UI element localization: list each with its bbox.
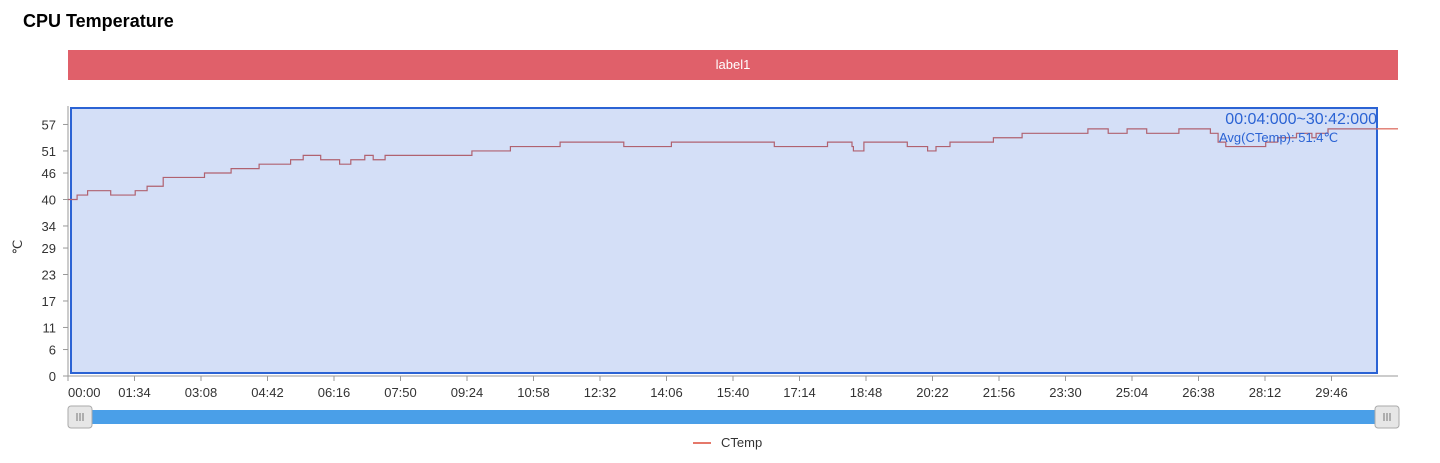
x-axis-ticks: 00:00 01:34 03:08 04:42 06:16 07:50 09:24 10:58… [67, 376, 1348, 400]
legend[interactable]: CTemp [693, 435, 762, 450]
x-tick-label: 01:34 [118, 385, 151, 400]
x-tick-label: 26:38 [1182, 385, 1215, 400]
legend-label: CTemp [721, 435, 763, 450]
x-tick-label: 06:16 [318, 385, 351, 400]
y-tick-label: 17 [42, 294, 56, 309]
x-tick-label: 17:14 [783, 385, 816, 400]
y-tick-label: 40 [42, 192, 56, 207]
page-title: CPU Temperature [23, 11, 174, 31]
x-tick-label: 15:40 [717, 385, 750, 400]
label-bar[interactable]: label1 [68, 50, 1398, 80]
x-tick-label: 03:08 [185, 385, 218, 400]
y-tick-label: 6 [49, 343, 56, 358]
selection-rectangle[interactable] [70, 107, 1378, 374]
y-tick-label: 23 [42, 268, 56, 283]
x-tick-label: 23:30 [1049, 385, 1082, 400]
x-tick-label: 10:58 [517, 385, 550, 400]
y-tick-label: 46 [42, 166, 56, 181]
x-tick-label: 00:00 [68, 385, 101, 400]
x-tick-label: 25:04 [1116, 385, 1149, 400]
selection-range-label: 00:04:000~30:42:000 [1225, 111, 1377, 128]
y-axis-label: ℃ [10, 240, 25, 255]
y-tick-label: 51 [42, 144, 56, 159]
range-slider-handle-left[interactable] [67, 405, 93, 429]
x-tick-label: 09:24 [451, 385, 484, 400]
y-tick-label: 34 [42, 219, 56, 234]
x-tick-label: 14:06 [650, 385, 683, 400]
x-tick-label: 20:22 [916, 385, 949, 400]
range-slider-track[interactable] [80, 410, 1387, 424]
y-tick-label: 0 [49, 369, 56, 384]
series-line-ctemp [68, 128, 1398, 201]
y-tick-label: 57 [42, 117, 56, 132]
y-tick-label: 11 [43, 320, 57, 335]
y-axis-ticks: 0 6 11 17 23 29 34 40 46 51 57 [42, 117, 68, 384]
selection-average-label: Avg(CTemp): 51.4℃ [1219, 130, 1338, 145]
range-slider-handle-right[interactable] [1374, 405, 1400, 429]
y-tick-label: 29 [42, 241, 56, 256]
x-tick-label: 18:48 [850, 385, 883, 400]
x-tick-label: 29:46 [1315, 385, 1348, 400]
x-tick-label: 12:32 [584, 385, 617, 400]
line-swatch-icon [693, 441, 711, 444]
x-tick-label: 28:12 [1249, 385, 1282, 400]
x-tick-label: 07:50 [384, 385, 417, 400]
x-tick-label: 21:56 [983, 385, 1016, 400]
x-tick-label: 04:42 [251, 385, 284, 400]
